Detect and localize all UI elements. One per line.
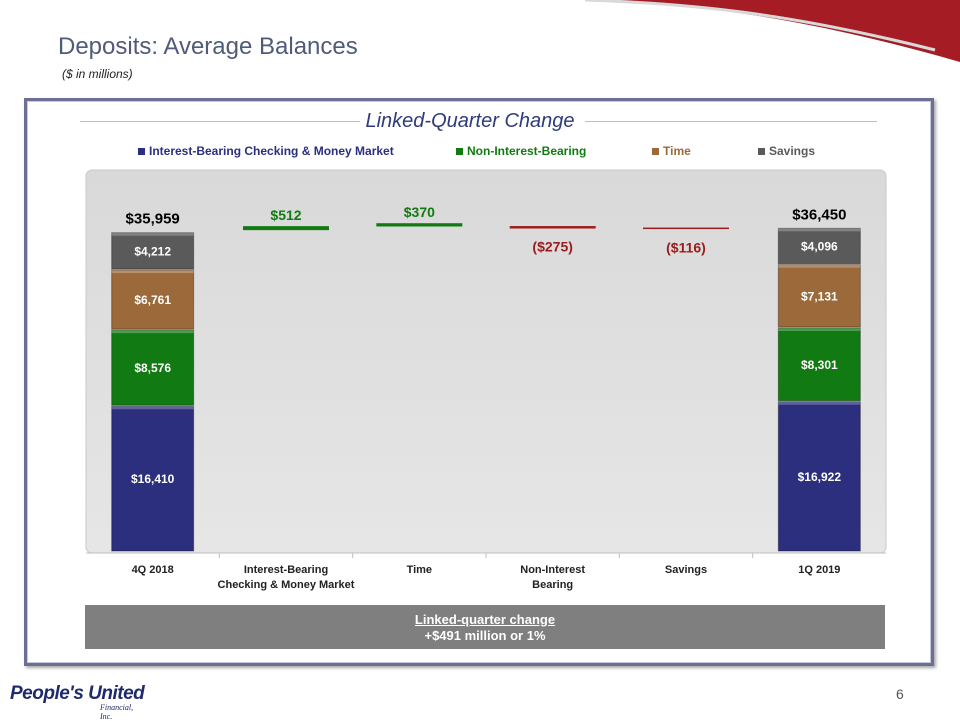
category-label: 1Q 2019 bbox=[798, 564, 840, 576]
legend-item-time: Time bbox=[652, 144, 691, 158]
page-number: 6 bbox=[896, 686, 904, 702]
total-label: $36,450 bbox=[792, 206, 846, 223]
change-marker bbox=[509, 226, 596, 229]
logo-subtitle: Financial, Inc. bbox=[100, 703, 134, 721]
bar-highlight bbox=[778, 328, 861, 332]
legend-swatch bbox=[138, 147, 145, 155]
change-label: $512 bbox=[270, 207, 301, 223]
data-label: $8,301 bbox=[801, 358, 838, 372]
bar-segment bbox=[777, 401, 861, 552]
bar-highlight bbox=[111, 270, 194, 274]
legend-label: Non-Interest-Bearing bbox=[467, 144, 587, 158]
category-label: Non-Interest bbox=[520, 564, 585, 576]
total-label: $35,959 bbox=[126, 211, 180, 228]
panel-title: Linked-Quarter Change bbox=[365, 110, 575, 132]
data-label: $8,576 bbox=[134, 361, 171, 375]
bar-highlight bbox=[778, 228, 861, 232]
category-label: Interest-Bearing bbox=[244, 564, 328, 576]
bar-highlight bbox=[111, 232, 194, 236]
bar-highlight bbox=[111, 406, 194, 410]
data-label: $4,096 bbox=[801, 240, 838, 254]
bar-segment bbox=[777, 227, 861, 265]
legend-item-nib: Non-Interest-Bearing bbox=[456, 144, 586, 158]
data-label: $16,410 bbox=[131, 472, 175, 486]
data-label: $6,761 bbox=[134, 293, 171, 307]
plot-area bbox=[85, 169, 887, 554]
bar-highlight bbox=[778, 264, 861, 268]
panel-title-rule-left bbox=[80, 121, 360, 122]
legend-label: Interest-Bearing Checking & Money Market bbox=[149, 144, 394, 158]
data-label: $16,922 bbox=[798, 470, 842, 484]
change-label: $370 bbox=[404, 204, 435, 220]
bar-highlight bbox=[111, 330, 194, 334]
summary-value: +$491 million or 1% bbox=[424, 628, 546, 643]
page-title: Deposits: Average Balances bbox=[58, 33, 358, 60]
change-marker bbox=[376, 223, 463, 227]
category-label: Savings bbox=[665, 564, 707, 576]
bar-segment bbox=[111, 269, 195, 330]
summary-box: Linked-quarter change +$491 million or 1… bbox=[85, 605, 885, 649]
legend-swatch bbox=[456, 147, 463, 155]
legend-label: Time bbox=[663, 144, 691, 158]
bar-segment bbox=[111, 232, 195, 270]
bar-segment bbox=[111, 405, 195, 552]
panel-title-rule-right bbox=[585, 121, 877, 122]
change-marker bbox=[643, 227, 729, 230]
legend-item-ibc: Interest-Bearing Checking & Money Market bbox=[138, 144, 394, 158]
logo-name: People's United bbox=[10, 683, 145, 704]
legend-swatch bbox=[652, 147, 659, 155]
legend-label: Savings bbox=[769, 144, 816, 158]
change-marker bbox=[243, 226, 329, 231]
legend-swatch bbox=[758, 147, 765, 155]
category-label: Checking & Money Market bbox=[218, 579, 355, 591]
page-subtitle: ($ in millions) bbox=[62, 67, 133, 81]
category-label: Time bbox=[407, 564, 432, 576]
legend-item-savings: Savings bbox=[758, 144, 815, 158]
data-label: $7,131 bbox=[801, 289, 838, 303]
company-logo: People's United Financial, Inc. bbox=[10, 683, 145, 721]
data-label: $4,212 bbox=[134, 244, 171, 258]
category-label: 4Q 2018 bbox=[132, 564, 174, 576]
change-label: ($116) bbox=[666, 239, 706, 255]
bar-segment bbox=[777, 327, 861, 402]
bar-segment bbox=[777, 264, 861, 328]
summary-heading: Linked-quarter change bbox=[414, 612, 556, 627]
bar-segment bbox=[111, 329, 195, 406]
bar-highlight bbox=[778, 401, 861, 405]
category-label: Bearing bbox=[532, 579, 573, 591]
change-label: ($275) bbox=[532, 238, 572, 254]
